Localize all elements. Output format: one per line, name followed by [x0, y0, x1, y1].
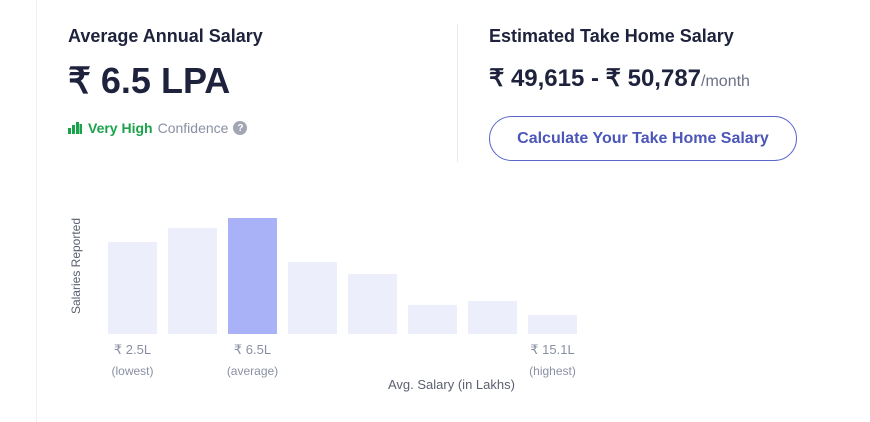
x-tick-sublabel: (average): [226, 364, 279, 378]
calculate-take-home-button[interactable]: Calculate Your Take Home Salary: [489, 116, 797, 161]
confidence-level: Very High: [88, 120, 153, 136]
salary-bar[interactable]: [288, 262, 337, 334]
average-salary-heading: Average Annual Salary: [68, 26, 263, 46]
take-home-heading: Estimated Take Home Salary: [489, 26, 734, 46]
salary-bar[interactable]: [348, 274, 397, 334]
signal-bars-icon: [68, 122, 82, 134]
chart-y-axis-label: Salaries Reported: [69, 217, 83, 315]
take-home-unit: /month: [701, 73, 750, 90]
help-icon[interactable]: ?: [233, 121, 248, 135]
section-divider: [457, 24, 458, 162]
take-home-range: ₹ 49,615 - ₹ 50,787/month: [489, 64, 750, 93]
x-tick-sublabel: (highest): [529, 364, 576, 378]
left-border: [36, 0, 37, 422]
salary-bar[interactable]: [468, 301, 517, 334]
x-tick-label: ₹ 6.5L: [233, 342, 272, 357]
confidence-indicator: Very High Confidence ?: [68, 120, 248, 136]
salary-bar[interactable]: [408, 305, 457, 334]
x-tick-label: ₹ 2.5L: [113, 342, 152, 357]
x-tick-label: ₹ 15.1L: [530, 342, 575, 357]
chart-x-axis-label: Avg. Salary (in Lakhs): [388, 377, 515, 392]
salary-bar[interactable]: [528, 315, 577, 334]
x-tick-sublabel: (lowest): [111, 364, 154, 378]
salary-bar[interactable]: [228, 218, 277, 334]
salary-distribution-chart: [108, 218, 577, 334]
take-home-range-value: ₹ 49,615 - ₹ 50,787: [489, 65, 702, 92]
confidence-label: Confidence: [157, 120, 229, 136]
salary-bar[interactable]: [108, 242, 157, 334]
salary-bar[interactable]: [168, 228, 217, 334]
average-salary-value: ₹ 6.5 LPA: [68, 60, 231, 101]
